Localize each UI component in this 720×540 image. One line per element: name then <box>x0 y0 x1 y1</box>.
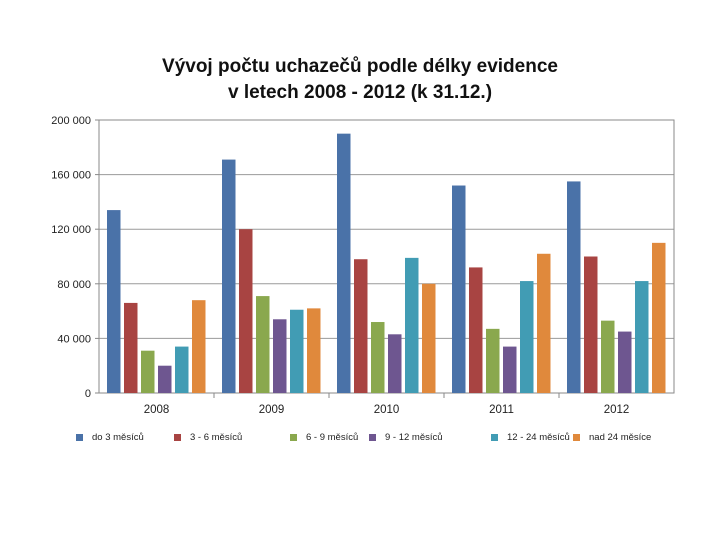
y-tick-label: 80 000 <box>57 279 91 291</box>
x-tick-label: 2011 <box>489 404 514 416</box>
legend-swatch <box>290 434 297 441</box>
bar <box>405 257 419 393</box>
y-tick-label: 0 <box>85 388 91 400</box>
bar <box>618 331 632 393</box>
legend-item: nad 24 měsíce <box>573 432 651 443</box>
chart-title-line-2: v letech 2008 - 2012 (k 31.12.) <box>227 82 493 103</box>
bar <box>371 322 385 393</box>
chart-title-line-1: Vývoj počtu uchazečů podle délky evidenc… <box>162 56 558 77</box>
x-tick-label: 2009 <box>259 404 285 416</box>
legend-item: 6 - 9 měsíců <box>290 432 358 443</box>
legend-item: do 3 měsíců <box>76 432 144 443</box>
bar <box>256 296 270 393</box>
bar <box>503 346 517 393</box>
legend-swatch <box>369 434 376 441</box>
y-tick-label: 160 000 <box>51 170 91 182</box>
legend-label: 3 - 6 měsíců <box>190 432 243 443</box>
x-tick-label: 2012 <box>604 404 630 416</box>
bar <box>307 308 321 393</box>
bar <box>239 229 253 393</box>
legend-swatch <box>76 434 83 441</box>
chart-legend: do 3 měsíců 3 - 6 měsíců 6 - 9 měsíců 9 - 1… <box>76 432 696 450</box>
legend-label: 9 - 12 měsíců <box>385 432 443 443</box>
legend-item: 12 - 24 měsíců <box>491 432 570 443</box>
legend-item: 9 - 12 měsíců <box>369 432 443 443</box>
bar <box>222 159 236 393</box>
bar <box>107 210 121 393</box>
bar <box>652 242 666 393</box>
legend-label: 12 - 24 měsíců <box>507 432 570 443</box>
x-tick-label: 2008 <box>144 404 170 416</box>
legend-label: do 3 měsíců <box>92 432 144 443</box>
bar <box>388 334 402 393</box>
bar <box>469 267 483 393</box>
plot-area-frame <box>98 119 675 394</box>
bar <box>141 350 155 393</box>
y-tick-label: 200 000 <box>51 115 91 127</box>
x-tick-label: 2010 <box>374 404 400 416</box>
legend-swatch <box>573 434 580 441</box>
bar <box>537 253 551 393</box>
legend-item: 3 - 6 měsíců <box>174 432 242 443</box>
bar <box>175 346 189 393</box>
bar <box>422 283 436 393</box>
legend-label: 6 - 9 měsíců <box>306 432 359 443</box>
bar <box>290 309 304 393</box>
bar <box>601 320 615 393</box>
bar <box>192 300 206 393</box>
chart-title: Vývoj počtu uchazečů podle délky evidenc… <box>0 54 720 106</box>
bar <box>584 256 598 393</box>
bar <box>337 133 351 393</box>
y-tick-label: 120 000 <box>51 224 91 236</box>
y-tick-label: 40 000 <box>57 333 91 345</box>
legend-swatch <box>174 434 181 441</box>
bar <box>452 185 466 393</box>
bar <box>486 328 500 393</box>
bar <box>567 181 581 393</box>
legend-swatch <box>491 434 498 441</box>
bar <box>520 281 534 393</box>
bar <box>354 259 368 393</box>
bar <box>158 365 172 393</box>
bar <box>635 281 649 393</box>
bar <box>124 302 138 393</box>
bar <box>273 319 287 393</box>
legend-label: nad 24 měsíce <box>589 432 652 443</box>
